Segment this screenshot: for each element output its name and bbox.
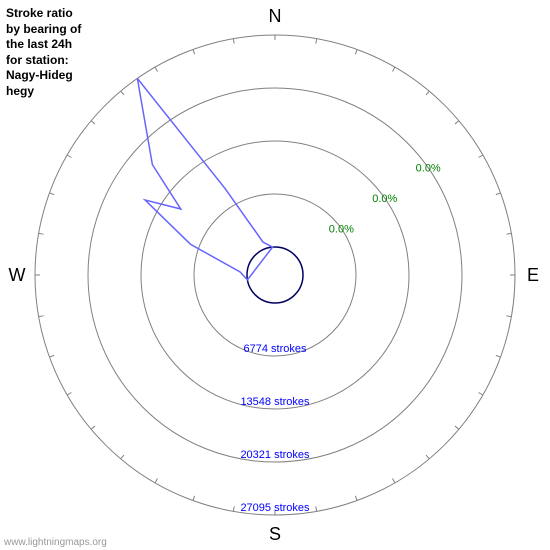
ring-stroke-label: 20321 strokes (240, 449, 310, 461)
tick (506, 233, 511, 234)
cardinal-label: N (269, 6, 282, 26)
stroke-rose-polygon (137, 78, 272, 279)
tick (233, 506, 234, 511)
ring-stroke-label: 13548 strokes (240, 396, 310, 408)
tick (91, 121, 95, 124)
tick (155, 67, 158, 71)
tick (479, 393, 483, 396)
cardinal-label: E (527, 265, 539, 285)
tick (67, 393, 71, 396)
tick (496, 193, 501, 195)
cardinal-label: S (269, 524, 281, 544)
tick (393, 479, 396, 483)
cardinal-label: W (9, 265, 26, 285)
tick (193, 49, 195, 54)
tick (155, 479, 158, 483)
grid-ring (194, 194, 356, 356)
tick (91, 426, 95, 429)
ring-stroke-label: 27095 strokes (240, 502, 310, 514)
ring-percent-label: 0.0% (329, 224, 354, 236)
tick (479, 155, 483, 158)
tick (67, 155, 71, 158)
ring-percent-label: 0.0% (416, 163, 441, 175)
tick (316, 39, 317, 44)
tick (426, 455, 429, 459)
grid-ring (35, 35, 515, 515)
tick (496, 355, 501, 357)
tick (393, 67, 396, 71)
ring-stroke-label: 6774 strokes (244, 343, 307, 355)
tick (49, 193, 54, 195)
grid-ring (141, 141, 409, 409)
polar-chart: N E S W 0.0% 0.0% 0.0% 6774 strokes 13548 stroke… (0, 0, 550, 550)
tick (39, 316, 44, 317)
tick (49, 355, 54, 357)
tick (121, 91, 124, 95)
tick (426, 91, 429, 95)
tick (355, 49, 357, 54)
tick (355, 496, 357, 501)
tick (233, 39, 234, 44)
tick (316, 506, 317, 511)
ring-percent-label: 0.0% (372, 193, 397, 205)
tick (506, 316, 511, 317)
tick (39, 233, 44, 234)
tick (121, 455, 124, 459)
grid-ring (247, 247, 303, 303)
tick (193, 496, 195, 501)
tick (455, 426, 459, 429)
tick (455, 121, 459, 124)
